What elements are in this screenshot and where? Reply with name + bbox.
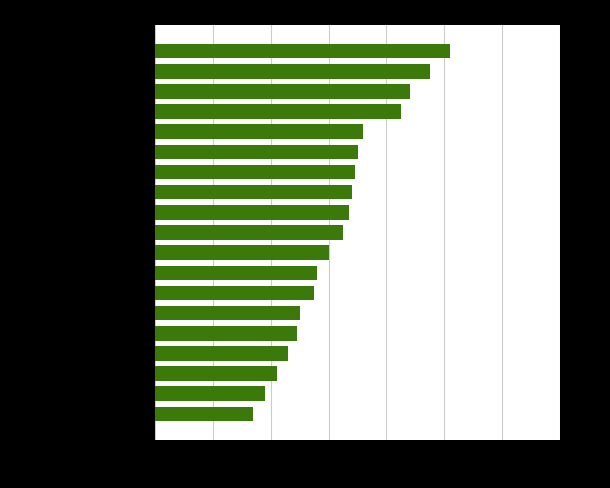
Bar: [155, 366, 276, 381]
Bar: [155, 185, 352, 200]
Bar: [155, 44, 450, 59]
Bar: [155, 165, 354, 179]
Bar: [155, 326, 296, 341]
Bar: [155, 124, 364, 139]
Bar: [155, 285, 314, 300]
Bar: [155, 265, 317, 280]
Bar: [155, 245, 329, 260]
Bar: [155, 386, 265, 401]
Bar: [155, 104, 401, 119]
Bar: [155, 205, 349, 220]
Bar: [155, 407, 253, 421]
Bar: [155, 144, 357, 159]
Bar: [155, 346, 288, 361]
Bar: [155, 306, 300, 320]
Bar: [155, 64, 430, 79]
Bar: [155, 225, 343, 240]
Bar: [155, 84, 409, 99]
